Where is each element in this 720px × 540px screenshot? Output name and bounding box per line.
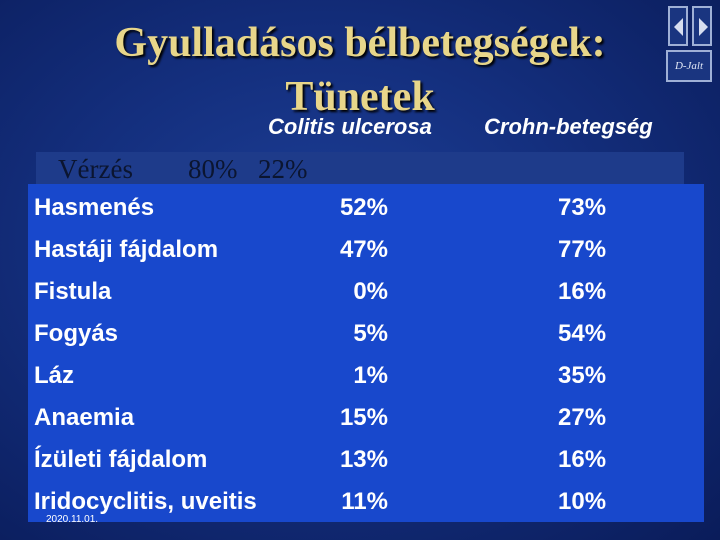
- row-label: Anaemia: [34, 404, 135, 431]
- row-label: Fogyás: [34, 320, 119, 347]
- next-slide-button[interactable]: [692, 6, 712, 46]
- row-value-colitis: 52%: [339, 194, 388, 221]
- row-label: Hastáji fájdalom: [34, 236, 219, 263]
- table-row: Ízületi fájdalom 13% 16%: [28, 436, 704, 478]
- previous-slide-button[interactable]: [668, 6, 688, 46]
- column-header-colitis: Colitis ulcerosa: [268, 114, 432, 139]
- table-row: Hastáji fájdalom 47% 77%: [28, 226, 704, 268]
- row-value-colitis: 11%: [341, 488, 388, 515]
- table-row: Fogyás 5% 54%: [28, 310, 704, 352]
- row-label: Vérzés: [58, 154, 133, 184]
- table-row: Iridocyclitis, uveitis 11% 10%: [28, 478, 704, 520]
- row-value-crohn: 16%: [558, 278, 607, 305]
- column-header-crohn: Crohn-betegség: [484, 114, 653, 139]
- triangle-left-icon: [674, 18, 683, 36]
- row-value-colitis: 5%: [353, 320, 388, 347]
- row-value-crohn: 35%: [558, 362, 607, 389]
- title-line-2: Tünetek: [285, 74, 435, 120]
- slide-title: Gyulladásos bélbetegségek: Tünetek: [60, 16, 660, 124]
- row-value-colitis: 0%: [353, 278, 388, 305]
- row-label: Fistula: [34, 278, 112, 305]
- table-row: Anaemia 15% 27%: [28, 394, 704, 436]
- slide-date: 2020.11.01.: [46, 514, 99, 525]
- row-label: Láz: [34, 362, 75, 389]
- row-label: Iridocyclitis, uveitis: [34, 488, 257, 515]
- table-row-verzes: Vérzés 80% 22%: [36, 152, 684, 184]
- row-value-colitis: 13%: [339, 446, 388, 473]
- row-label: Hasmenés: [34, 194, 155, 221]
- row-value-crohn: 77%: [558, 236, 607, 263]
- row-value-crohn: 54%: [558, 320, 607, 347]
- table-row: Hasmenés 52% 73%: [28, 184, 704, 226]
- row-value-crohn: 22%: [258, 154, 308, 184]
- symptom-table: Hasmenés 52% 73% Hastáji fájdalom 47% 77…: [28, 184, 704, 522]
- row-value-crohn: 73%: [558, 194, 607, 221]
- row-value-crohn: 16%: [558, 446, 607, 473]
- table-row: Láz 1% 35%: [28, 352, 704, 394]
- row-value-colitis: 80%: [188, 154, 238, 184]
- row-label: Ízületi fájdalom: [34, 446, 208, 473]
- triangle-right-icon: [699, 18, 708, 36]
- row-value-colitis: 1%: [353, 362, 388, 389]
- row-value-colitis: 15%: [339, 404, 388, 431]
- table-row: Fistula 0% 16%: [28, 268, 704, 310]
- title-line-1: Gyulladásos bélbetegségek:: [114, 20, 606, 66]
- row-value-crohn: 10%: [558, 488, 607, 515]
- row-value-colitis: 47%: [339, 236, 388, 263]
- logo-button[interactable]: D-Jalt: [666, 50, 712, 82]
- row-value-crohn: 27%: [558, 404, 607, 431]
